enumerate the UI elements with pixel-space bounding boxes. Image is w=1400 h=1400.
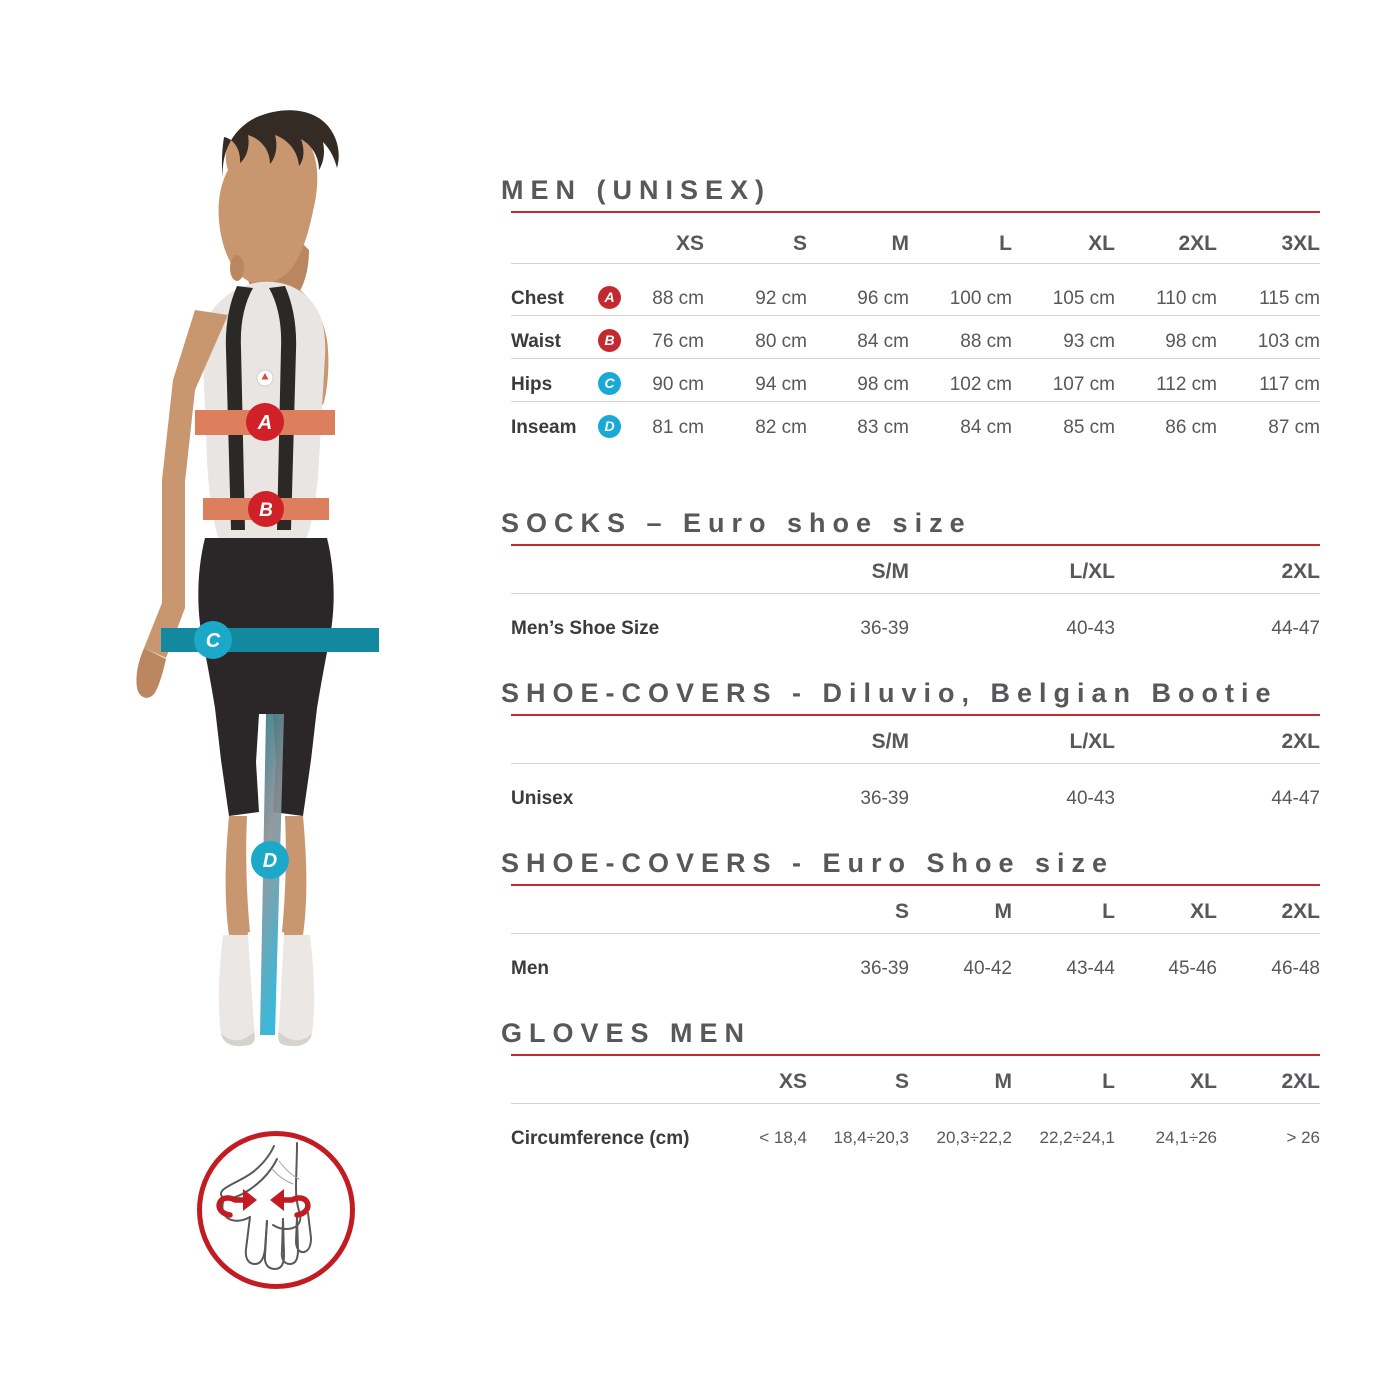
svg-text:B: B xyxy=(259,500,273,521)
svg-text:C: C xyxy=(206,630,221,652)
svg-text:D: D xyxy=(263,850,277,872)
svg-text:A: A xyxy=(257,412,272,434)
